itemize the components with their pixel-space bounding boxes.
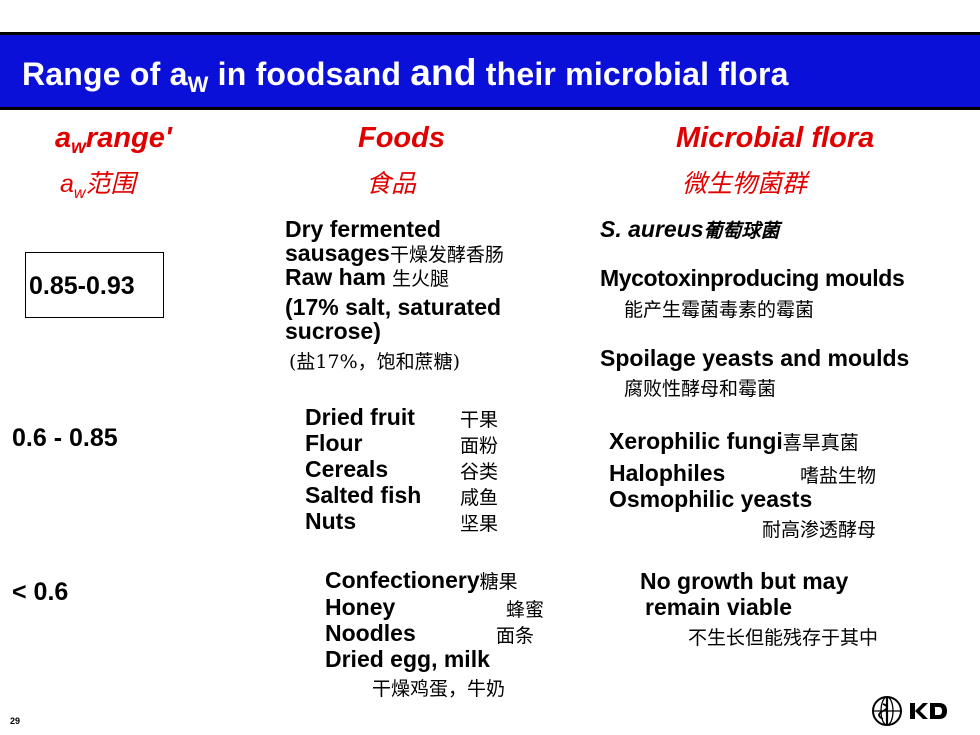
header-flora-cn: 微生物菌群 (682, 169, 808, 198)
flora-no-growth: No growth but may (640, 568, 849, 594)
food-noodles-cn: 面条 (496, 625, 535, 647)
food-salt-note-cn: (盐17%，饱和蔗糖) (289, 351, 461, 373)
title-bar (0, 35, 980, 110)
food-salted-fish: Salted fish (305, 482, 422, 508)
flora-halophiles: Halophiles (609, 460, 726, 486)
flora-osmophilic-cn: 耐高渗透酵母 (762, 519, 877, 541)
food-salt-note: (17% salt, saturated (285, 294, 502, 320)
range-row-3: < 0.6 (12, 578, 69, 606)
top-rule (0, 32, 980, 35)
flora-remain-viable: remain viable (645, 594, 793, 620)
food-nuts: Nuts (305, 508, 357, 534)
flora-no-growth-cn: 不生长但能残存于其中 (688, 627, 879, 649)
food-honey-cn: 蜂蜜 (506, 599, 545, 621)
header-foods-cn: 食品 (366, 169, 417, 198)
flora-spoilage: Spoilage yeasts and moulds (600, 345, 910, 371)
header-range: awrange' (55, 122, 172, 158)
range-row-2: 0.6 - 0.85 (12, 424, 118, 452)
flora-xerophilic: Xerophilic fungi喜旱真菌 (609, 428, 859, 455)
logo (870, 694, 962, 733)
food-nuts-cn: 坚果 (460, 513, 499, 535)
food-sucrose: sucrose) (285, 318, 381, 344)
who-emblem-icon (872, 696, 902, 726)
food-flour-cn: 面粉 (460, 435, 499, 457)
food-honey: Honey (325, 594, 396, 620)
flora-mycotoxin-moulds-cn: 能产生霉菌毒素的霉菌 (624, 299, 815, 321)
food-raw-ham: Raw ham 生火腿 (285, 264, 450, 291)
flora-s-aureus: S. aureus葡萄球菌 (600, 216, 780, 243)
header-foods: Foods (358, 122, 445, 154)
food-dried-egg-milk: Dried egg, milk (325, 646, 490, 672)
food-dried-fruit: Dried fruit (305, 404, 415, 430)
food-confectionery: Confectionery糖果 (325, 567, 518, 594)
food-dry-fermented: Dry fermented (285, 216, 441, 242)
food-salted-fish-cn: 咸鱼 (460, 487, 499, 509)
food-flour: Flour (305, 430, 363, 456)
page-number: 29 (10, 716, 21, 726)
header-flora: Microbial flora (676, 122, 875, 154)
flora-mycotoxin-moulds: Mycotoxinproducing moulds (600, 265, 905, 291)
food-sausages: sausages干燥发酵香肠 (285, 240, 504, 267)
food-cereals-cn: 谷类 (460, 461, 499, 483)
header-range-cn: aw范围 (60, 169, 136, 202)
food-noodles: Noodles (325, 620, 416, 646)
range-highlight-box (25, 252, 164, 318)
food-dried-fruit-cn: 干果 (460, 409, 499, 431)
flora-halophiles-cn: 嗜盐生物 (800, 465, 877, 487)
flora-spoilage-cn: 腐败性酵母和霉菌 (624, 378, 777, 400)
kd-logo-icon (910, 703, 947, 719)
food-cereals: Cereals (305, 456, 389, 482)
flora-osmophilic: Osmophilic yeasts (609, 486, 813, 512)
slide-title: Range of aW in foodsand and their microb… (22, 52, 789, 97)
range-row-1: 0.85-0.93 (29, 272, 135, 300)
food-dried-egg-milk-cn: 干燥鸡蛋，牛奶 (372, 678, 506, 700)
